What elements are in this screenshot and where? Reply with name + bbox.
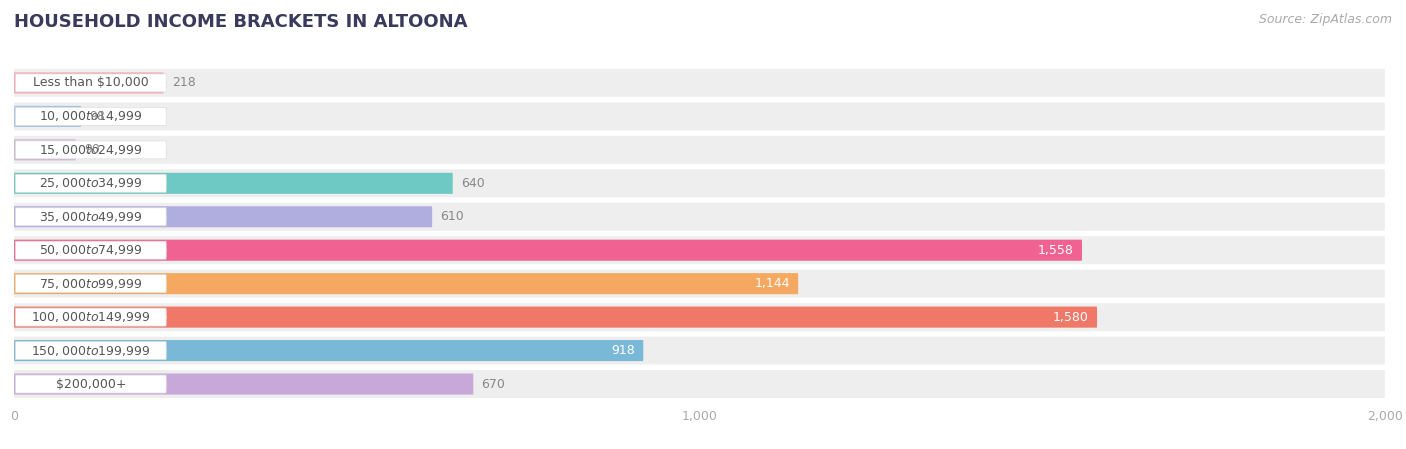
FancyBboxPatch shape [14,236,1385,264]
Text: $75,000 to $99,999: $75,000 to $99,999 [39,277,142,291]
FancyBboxPatch shape [14,169,1385,197]
FancyBboxPatch shape [14,240,1083,261]
FancyBboxPatch shape [15,308,166,326]
FancyBboxPatch shape [14,270,1385,298]
Text: HOUSEHOLD INCOME BRACKETS IN ALTOONA: HOUSEHOLD INCOME BRACKETS IN ALTOONA [14,13,468,31]
Text: 610: 610 [440,210,464,223]
FancyBboxPatch shape [14,136,1385,164]
FancyBboxPatch shape [15,107,166,125]
FancyBboxPatch shape [15,275,166,293]
FancyBboxPatch shape [14,273,799,294]
Text: $10,000 to $14,999: $10,000 to $14,999 [39,110,142,123]
Text: $50,000 to $74,999: $50,000 to $74,999 [39,243,142,257]
FancyBboxPatch shape [15,174,166,192]
Text: Less than $10,000: Less than $10,000 [32,76,149,89]
Text: 1,580: 1,580 [1053,311,1088,324]
Text: 918: 918 [612,344,636,357]
Text: 1,558: 1,558 [1038,244,1074,257]
FancyBboxPatch shape [14,203,1385,231]
FancyBboxPatch shape [15,241,166,259]
Text: $200,000+: $200,000+ [56,378,127,391]
FancyBboxPatch shape [14,340,644,361]
Text: $15,000 to $24,999: $15,000 to $24,999 [39,143,142,157]
FancyBboxPatch shape [14,303,1385,331]
Text: 90: 90 [84,143,100,156]
FancyBboxPatch shape [14,106,82,127]
Text: $150,000 to $199,999: $150,000 to $199,999 [31,343,150,357]
Text: 1,144: 1,144 [755,277,790,290]
Text: $35,000 to $49,999: $35,000 to $49,999 [39,210,142,224]
FancyBboxPatch shape [14,72,163,93]
FancyBboxPatch shape [14,173,453,194]
FancyBboxPatch shape [15,141,166,159]
FancyBboxPatch shape [14,307,1097,328]
FancyBboxPatch shape [15,208,166,226]
FancyBboxPatch shape [14,139,76,160]
Text: $100,000 to $149,999: $100,000 to $149,999 [31,310,150,324]
FancyBboxPatch shape [15,375,166,393]
FancyBboxPatch shape [14,374,474,395]
FancyBboxPatch shape [15,74,166,92]
FancyBboxPatch shape [15,342,166,360]
Text: 670: 670 [481,378,505,391]
FancyBboxPatch shape [14,370,1385,398]
Text: 98: 98 [90,110,105,123]
Text: Source: ZipAtlas.com: Source: ZipAtlas.com [1258,13,1392,26]
FancyBboxPatch shape [14,102,1385,130]
Text: 218: 218 [172,76,195,89]
Text: $25,000 to $34,999: $25,000 to $34,999 [39,176,142,190]
FancyBboxPatch shape [14,69,1385,97]
FancyBboxPatch shape [14,206,432,227]
Text: 640: 640 [461,177,485,190]
FancyBboxPatch shape [14,337,1385,365]
